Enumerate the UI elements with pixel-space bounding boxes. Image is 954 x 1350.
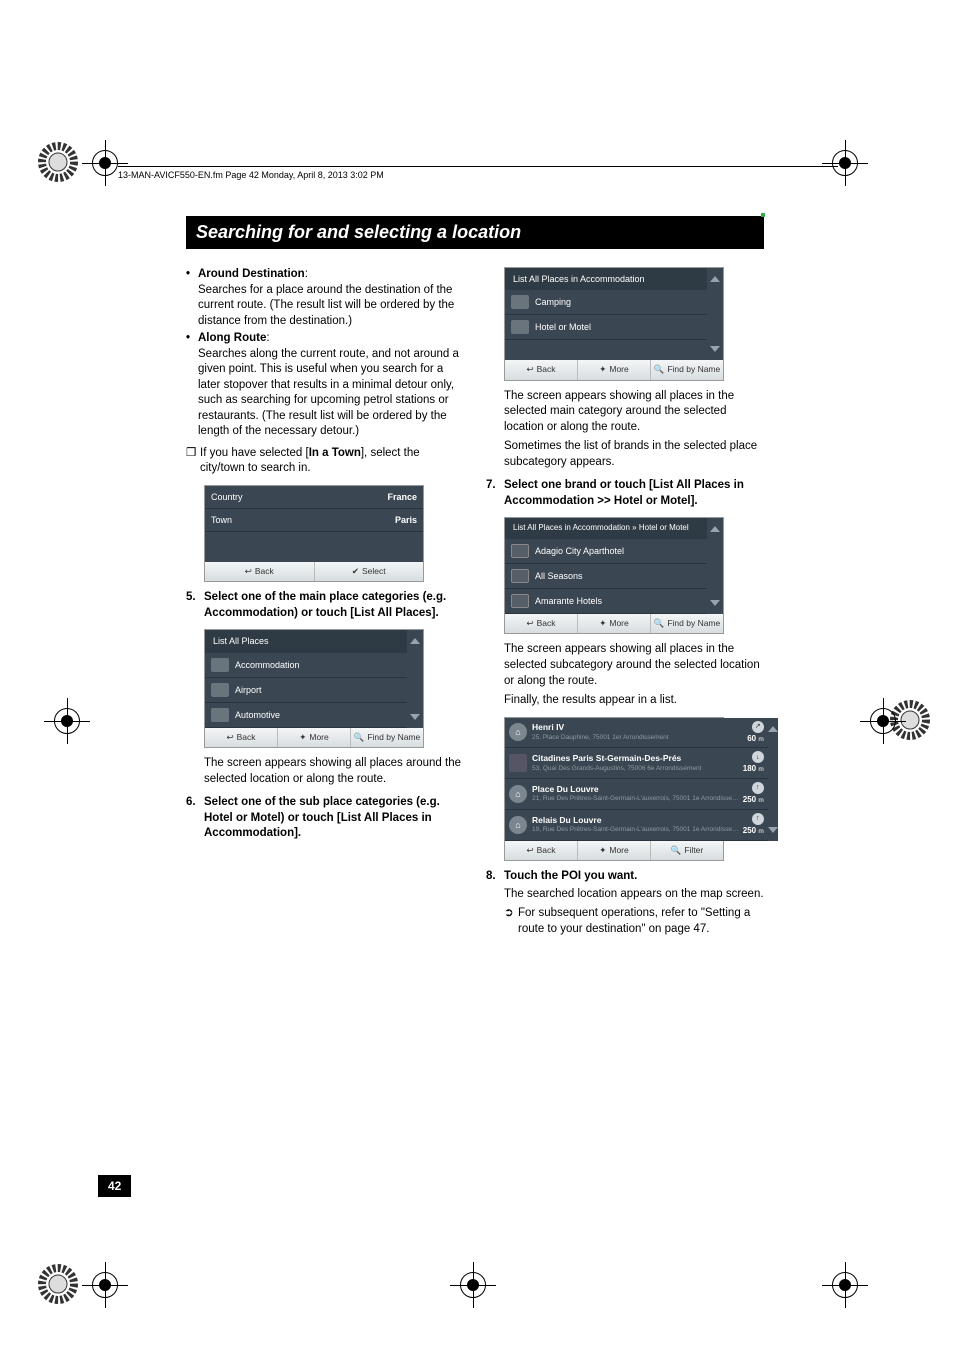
- list-item[interactable]: Hotel or Motel: [505, 315, 707, 340]
- list-item[interactable]: Accommodation: [205, 653, 407, 678]
- registration-gear: [36, 1262, 80, 1306]
- more-button[interactable]: ✦ More: [278, 728, 351, 747]
- screenshot-categories: List All Places Accommodation Airport Au…: [204, 629, 424, 748]
- list-item[interactable]: Adagio City Aparthotel: [505, 539, 707, 564]
- back-button[interactable]: ↩ Back: [205, 562, 315, 581]
- list-item[interactable]: Amarante Hotels: [505, 589, 707, 614]
- list-item[interactable]: All Seasons: [505, 564, 707, 589]
- poi-row[interactable]: ⌂ Relais Du Louvre19, Rue Des Prêtres-Sa…: [505, 810, 768, 841]
- list-item[interactable]: Airport: [205, 678, 407, 703]
- poi-row[interactable]: Citadines Paris St-Germain-Des-Prés53, Q…: [505, 748, 768, 779]
- back-button[interactable]: ↩ Back: [505, 614, 578, 633]
- more-button[interactable]: ✦ More: [578, 841, 651, 860]
- poi-row[interactable]: ⌂ Henri IV25, Place Dauphine, 75001 1er …: [505, 718, 768, 749]
- find-button[interactable]: 🔍 Find by Name: [351, 728, 423, 747]
- back-button[interactable]: ↩ Back: [505, 360, 578, 379]
- screenshot-results: ⌂ Henri IV25, Place Dauphine, 75001 1er …: [504, 717, 724, 862]
- select-button[interactable]: ✔ Select: [315, 562, 424, 581]
- find-button[interactable]: 🔍 Find by Name: [651, 614, 723, 633]
- registration-gear: [36, 140, 80, 184]
- page-number: 42: [98, 1175, 131, 1197]
- list-item[interactable]: Automotive: [205, 703, 407, 728]
- more-button[interactable]: ✦ More: [578, 614, 651, 633]
- more-button[interactable]: ✦ More: [578, 360, 651, 379]
- left-column: • Around Destination: Searches for a pla…: [186, 267, 464, 937]
- filter-button[interactable]: 🔍 Filter: [651, 841, 723, 860]
- screenshot-brands: List All Places in Accommodation » Hotel…: [504, 517, 724, 634]
- list-item[interactable]: Camping: [505, 290, 707, 315]
- screenshot-subcategories: List All Places in Accommodation Camping…: [504, 267, 724, 381]
- back-button[interactable]: ↩ Back: [205, 728, 278, 747]
- right-column: List All Places in Accommodation Camping…: [486, 267, 764, 937]
- find-button[interactable]: 🔍 Find by Name: [651, 360, 723, 379]
- back-button[interactable]: ↩ Back: [505, 841, 578, 860]
- poi-row[interactable]: ⌂ Place Du Louvre21, Rue Des Prêtres-Sai…: [505, 779, 768, 810]
- section-title: Searching for and selecting a location: [186, 216, 764, 249]
- screenshot-country-town: CountryFrance TownParis ↩ Back ✔ Select: [204, 485, 424, 583]
- header-metadata: 13-MAN-AVICF550-EN.fm Page 42 Monday, Ap…: [118, 166, 838, 180]
